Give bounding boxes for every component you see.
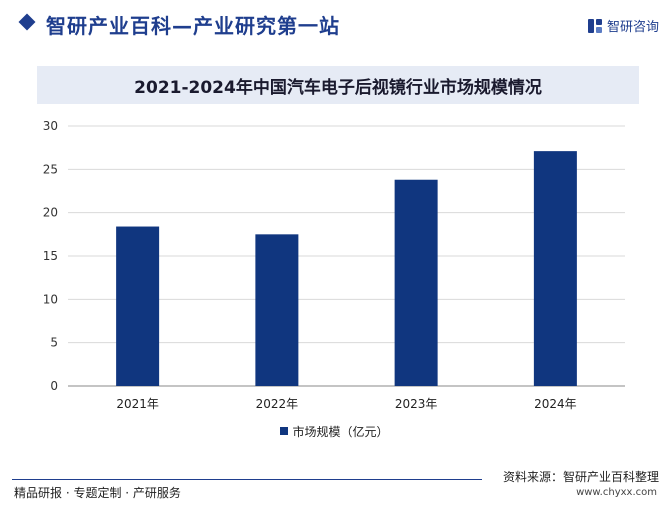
source-note: 资料来源：智研产业百科整理 [502,470,659,484]
x-tick-label: 2021年 [116,397,159,411]
y-tick-label: 20 [43,206,58,220]
footer-tagline: 精品研报 · 专题定制 · 产研服务 [14,486,181,500]
brand-name: 智研咨询 [606,20,659,35]
y-tick-label: 25 [43,162,58,176]
y-tick-label: 15 [43,249,58,263]
legend-swatch [280,427,289,435]
bar [116,226,160,386]
bar [394,179,438,386]
brand-logo-icon [587,18,602,33]
legend-label: 市场规模（亿元） [292,424,389,439]
y-tick-label: 10 [43,292,58,306]
brand[interactable]: 智研咨询 [587,16,659,35]
legend: 市场规模（亿元） [0,421,669,441]
x-tick-label: 2022年 [256,397,299,411]
x-tick-label: 2024年 [534,397,577,411]
site-url[interactable]: www.chyxx.com [576,487,657,498]
y-tick-label: 0 [50,379,58,393]
y-tick-label: 5 [50,336,58,350]
chart-title: 2021-2024年中国汽车电子后视镜行业市场规模情况 [134,77,542,98]
bar [533,151,577,386]
site-title: 智研产业百科—产业研究第一站 [46,14,340,38]
y-tick-label: 30 [43,119,58,133]
diamond-icon [18,13,36,31]
chart-title-band: 2021-2024年中国汽车电子后视镜行业市场规模情况 [37,66,639,104]
footer-divider [12,479,482,480]
x-tick-label: 2023年 [395,397,438,411]
bar-chart: 0 5 10 15 20 25 30 2021年 2022年 2023年 2024年 [43,119,625,411]
header: 智研产业百科—产业研究第一站 智研咨询 [0,0,669,50]
bar [255,234,299,386]
